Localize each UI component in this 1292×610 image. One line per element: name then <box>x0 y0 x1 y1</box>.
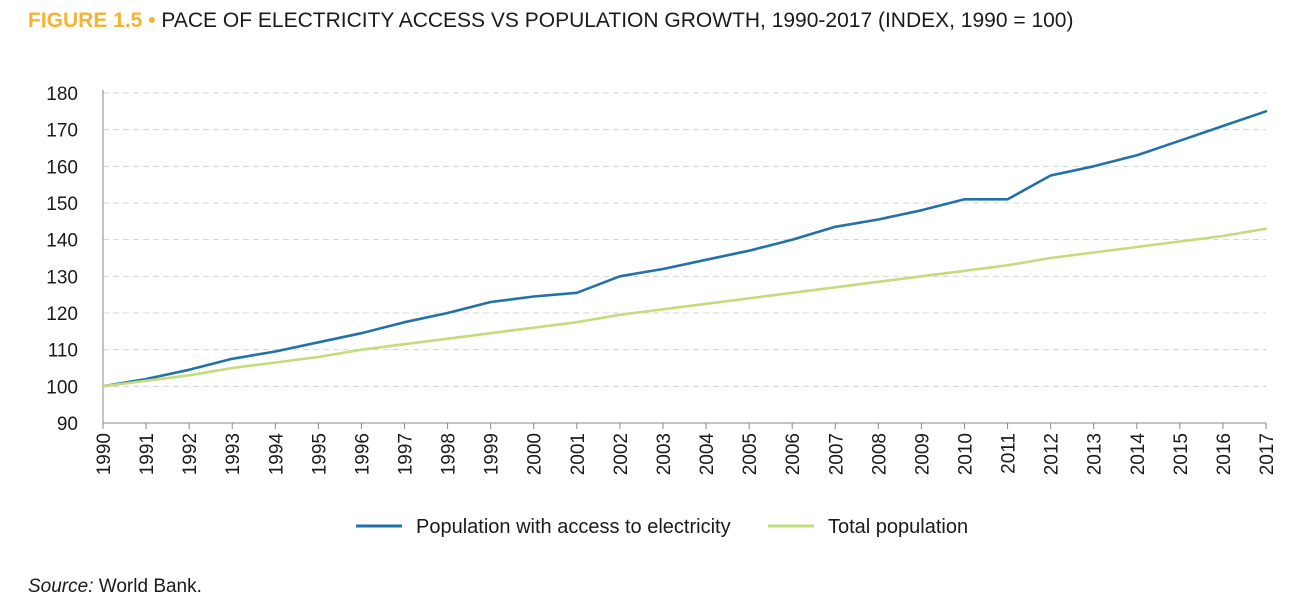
x-tick-label: 1994 <box>266 433 287 476</box>
x-tick-label: 1992 <box>180 433 201 475</box>
x-tick-label: 2004 <box>697 433 718 476</box>
x-tick-label: 1993 <box>223 433 244 475</box>
figure-title-text: PACE OF ELECTRICITY ACCESS VS POPULATION… <box>161 9 1074 32</box>
x-tick-label: 2005 <box>740 433 761 475</box>
source-note: Source: World Bank. <box>28 576 202 598</box>
y-tick-label: 120 <box>46 304 78 325</box>
legend-label: Total population <box>828 516 968 538</box>
x-tick-label: 2015 <box>1171 433 1192 475</box>
x-tick-label: 2000 <box>525 433 546 475</box>
line-chart: 90 100 110 120 130 140 150 160 170 180 1990 1991 199… <box>46 84 1278 538</box>
x-tick-label: 1999 <box>482 433 503 475</box>
y-tick-label: 170 <box>46 121 78 142</box>
x-tick-label: 1991 <box>137 433 158 475</box>
x-tick-label: 1996 <box>352 433 373 475</box>
y-tick-label: 150 <box>46 194 78 215</box>
x-tick-label: 1997 <box>396 433 417 475</box>
x-tick-label: 2007 <box>826 433 847 475</box>
x-tick-label: 2009 <box>912 433 933 475</box>
legend-label: Population with access to electricity <box>416 516 731 538</box>
x-tick-label: 2014 <box>1128 433 1149 476</box>
source-label: Source: <box>28 576 94 597</box>
x-tick-label: 2003 <box>654 433 675 475</box>
x-tick-label: 2008 <box>869 433 890 475</box>
x-tick-label: 1990 <box>94 433 115 475</box>
x-tick-label: 2010 <box>955 433 976 475</box>
y-tick-label: 90 <box>57 414 78 435</box>
x-tick-label: 1995 <box>309 433 330 475</box>
x-tick-label: 2002 <box>611 433 632 475</box>
y-tick-label: 140 <box>46 231 78 252</box>
x-tick-label: 2006 <box>783 433 804 475</box>
x-tick-label: 1998 <box>439 433 460 475</box>
source-text: World Bank. <box>98 576 202 597</box>
x-tick-label: 2012 <box>1042 433 1063 475</box>
y-tick-label: 160 <box>46 157 78 178</box>
x-tick-label: 2016 <box>1214 433 1235 475</box>
x-tick-label: 2001 <box>568 433 589 475</box>
y-tick-label: 100 <box>46 377 78 398</box>
series-line <box>101 227 1268 388</box>
x-tick-label: 2011 <box>999 433 1020 474</box>
y-tick-label: 110 <box>48 341 78 362</box>
y-tick-label: 130 <box>46 267 78 288</box>
figure-label: FIGURE 1.5 <box>28 9 143 32</box>
series-line <box>101 110 1268 388</box>
figure-title: FIGURE 1.5 • PACE OF ELECTRICITY ACCESS … <box>28 9 1073 33</box>
x-tick-label: 2017 <box>1257 433 1278 475</box>
title-separator: • <box>148 9 156 32</box>
x-tick-label: 2013 <box>1085 433 1106 475</box>
y-tick-label: 180 <box>46 84 78 105</box>
